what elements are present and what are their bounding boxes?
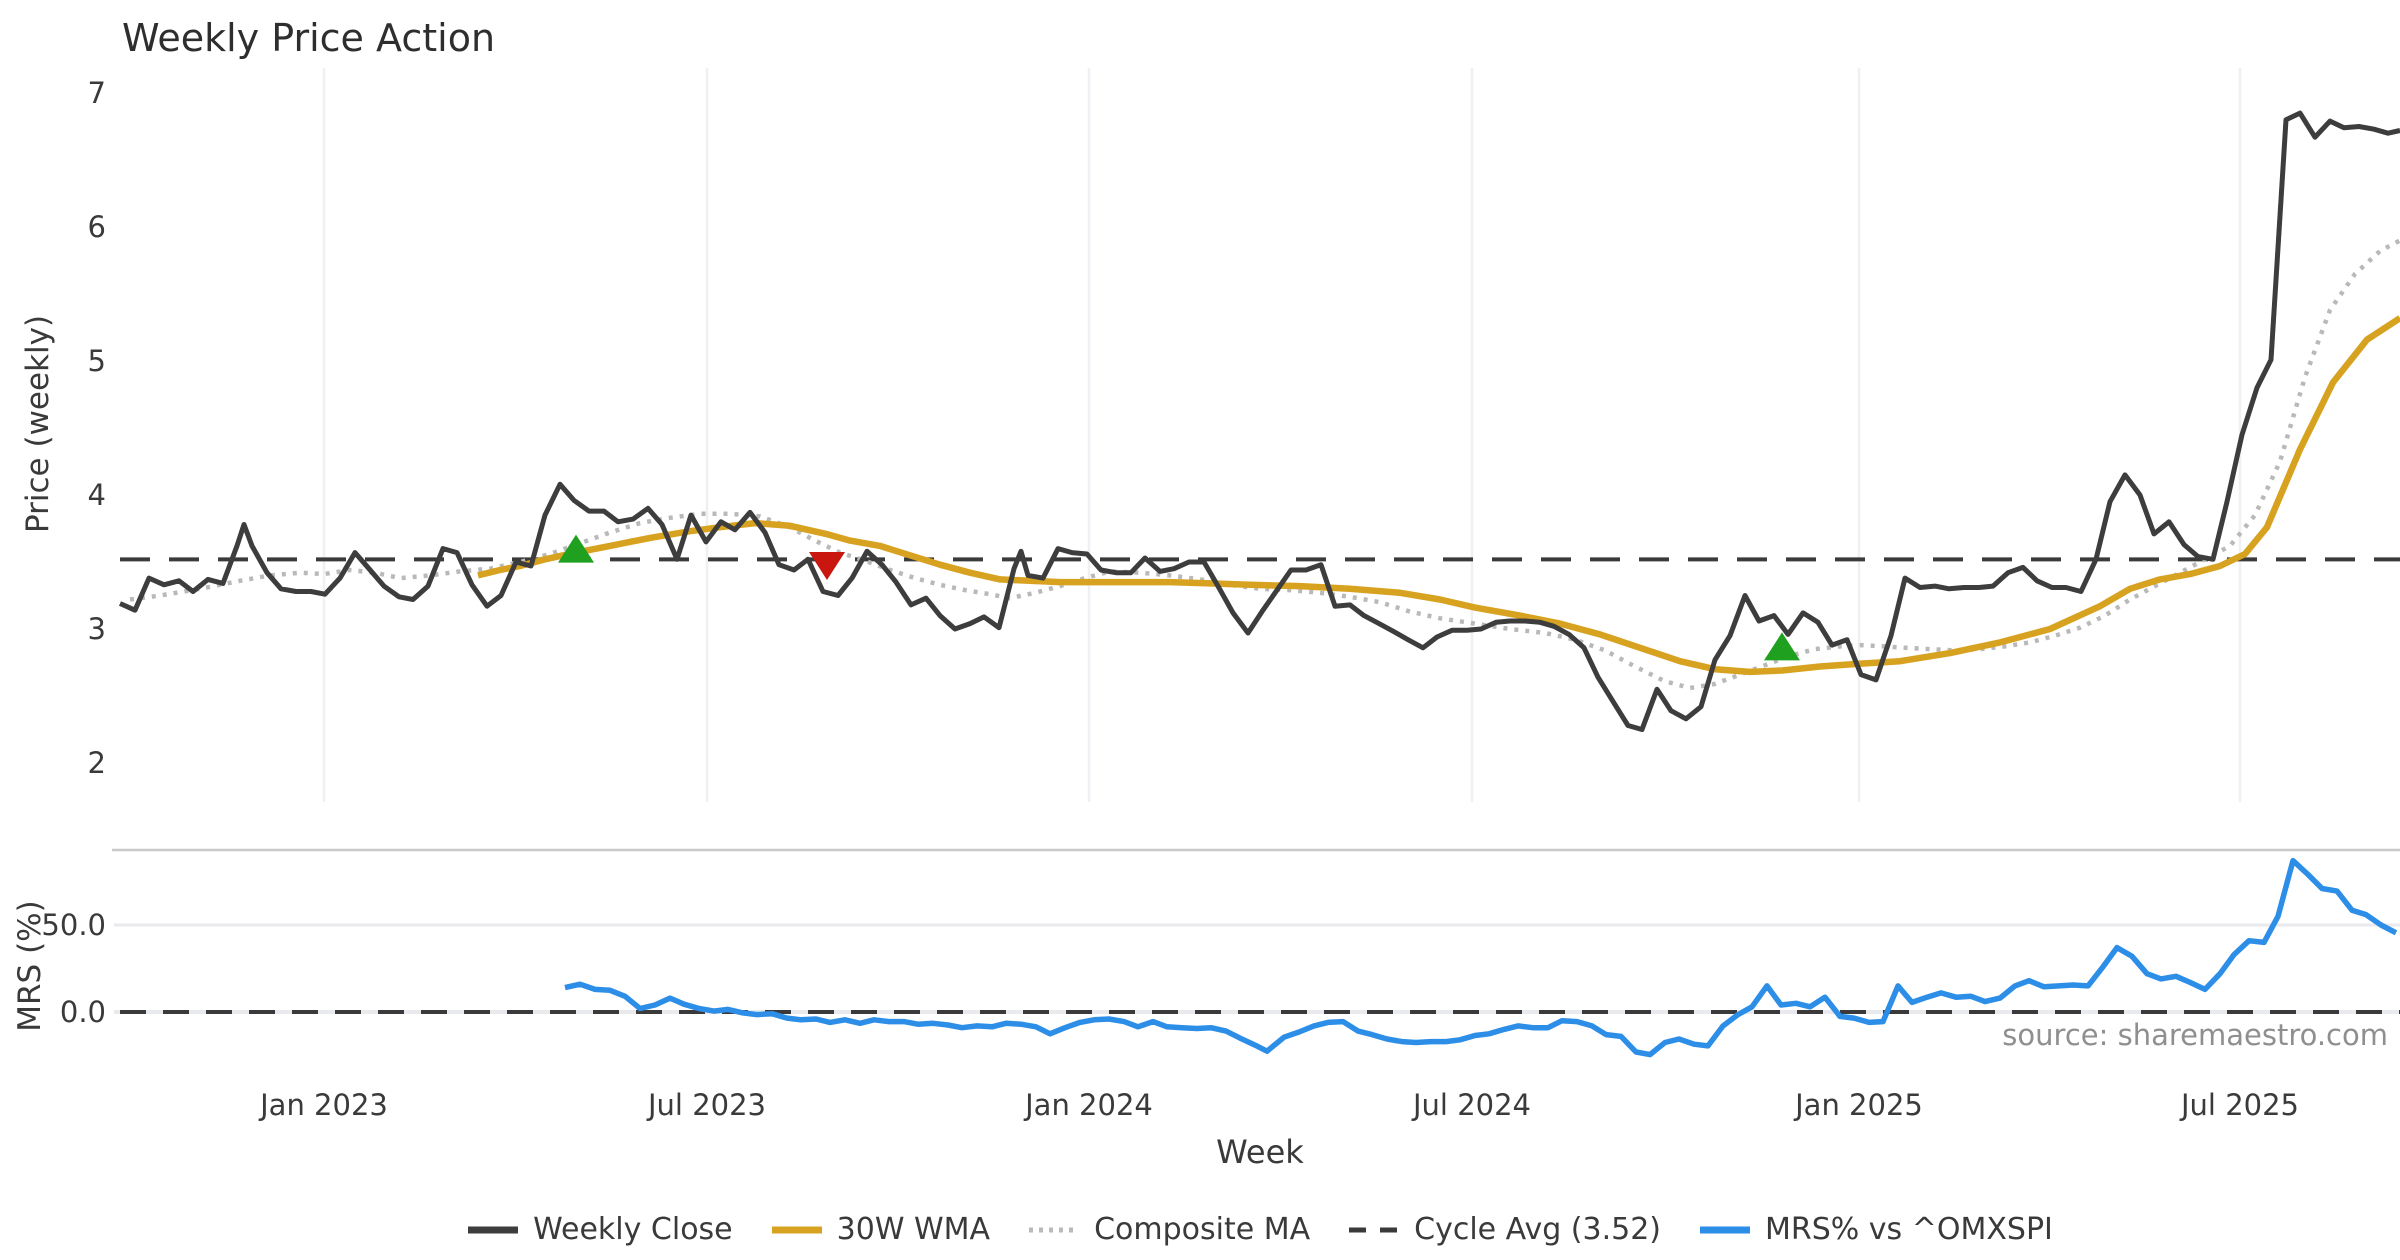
price-y-tick-label: 5 [87,344,106,378]
x-tick-label: Jul 2024 [1412,1088,1531,1122]
legend-label: Weekly Close [533,1212,733,1247]
legend-label: MRS% vs ^OMXSPI [1764,1212,2053,1247]
legend-item-mrs-vs-omxspi: MRS% vs ^OMXSPI [1699,1212,2053,1247]
x-tick-label: Jan 2025 [1795,1088,1923,1122]
x-tick-label: Jul 2023 [647,1088,766,1122]
legend-swatch-icon [1349,1227,1400,1232]
mrs-y-tick-label: 0.0 [59,995,106,1029]
legend-label: Cycle Avg (3.52) [1414,1212,1661,1247]
legend-swatch-icon [1029,1227,1080,1232]
legend-item-composite-ma: Composite MA [1028,1212,1310,1247]
price-y-tick-label: 6 [87,210,106,244]
legend-item-weekly-close: Weekly Close [467,1212,733,1247]
legend-item-30w-wma: 30W WMA [771,1212,990,1247]
x-axis-label: Week [1216,1133,1304,1171]
x-tick-label: Jul 2025 [2180,1088,2299,1122]
legend-label: Composite MA [1094,1212,1311,1247]
chart-title: Weekly Price Action [122,16,496,60]
x-tick-label: Jan 2024 [1025,1088,1153,1122]
buy-signal-marker [558,534,594,563]
buy-signal-marker [1764,632,1800,661]
price-y-tick-label: 3 [87,612,106,646]
price-y-tick-label: 7 [87,76,106,110]
legend-label: 30W WMA [836,1212,991,1247]
legend-swatch-icon [771,1226,822,1233]
price-y-tick-label: 2 [87,746,106,780]
price-y-tick-label: 4 [87,478,106,512]
mrs-line [564,857,2398,1058]
legend-swatch-icon [468,1226,519,1233]
x-tick-label: Jan 2023 [260,1088,388,1122]
mrs-y-tick-label: 50.0 [41,908,106,942]
weekly-close-line [118,110,2400,732]
composite-ma-line [129,238,2400,691]
legend-swatch-icon [1699,1226,1750,1233]
source-credit: source: sharemaestro.com [2002,1018,2388,1052]
legend-item-cycle-avg-3-52-: Cycle Avg (3.52) [1348,1212,1661,1247]
sell-signal-marker [809,552,845,581]
chart-legend: Weekly Close 30W WMA Composite MA Cycle Avg… [120,1212,2400,1247]
